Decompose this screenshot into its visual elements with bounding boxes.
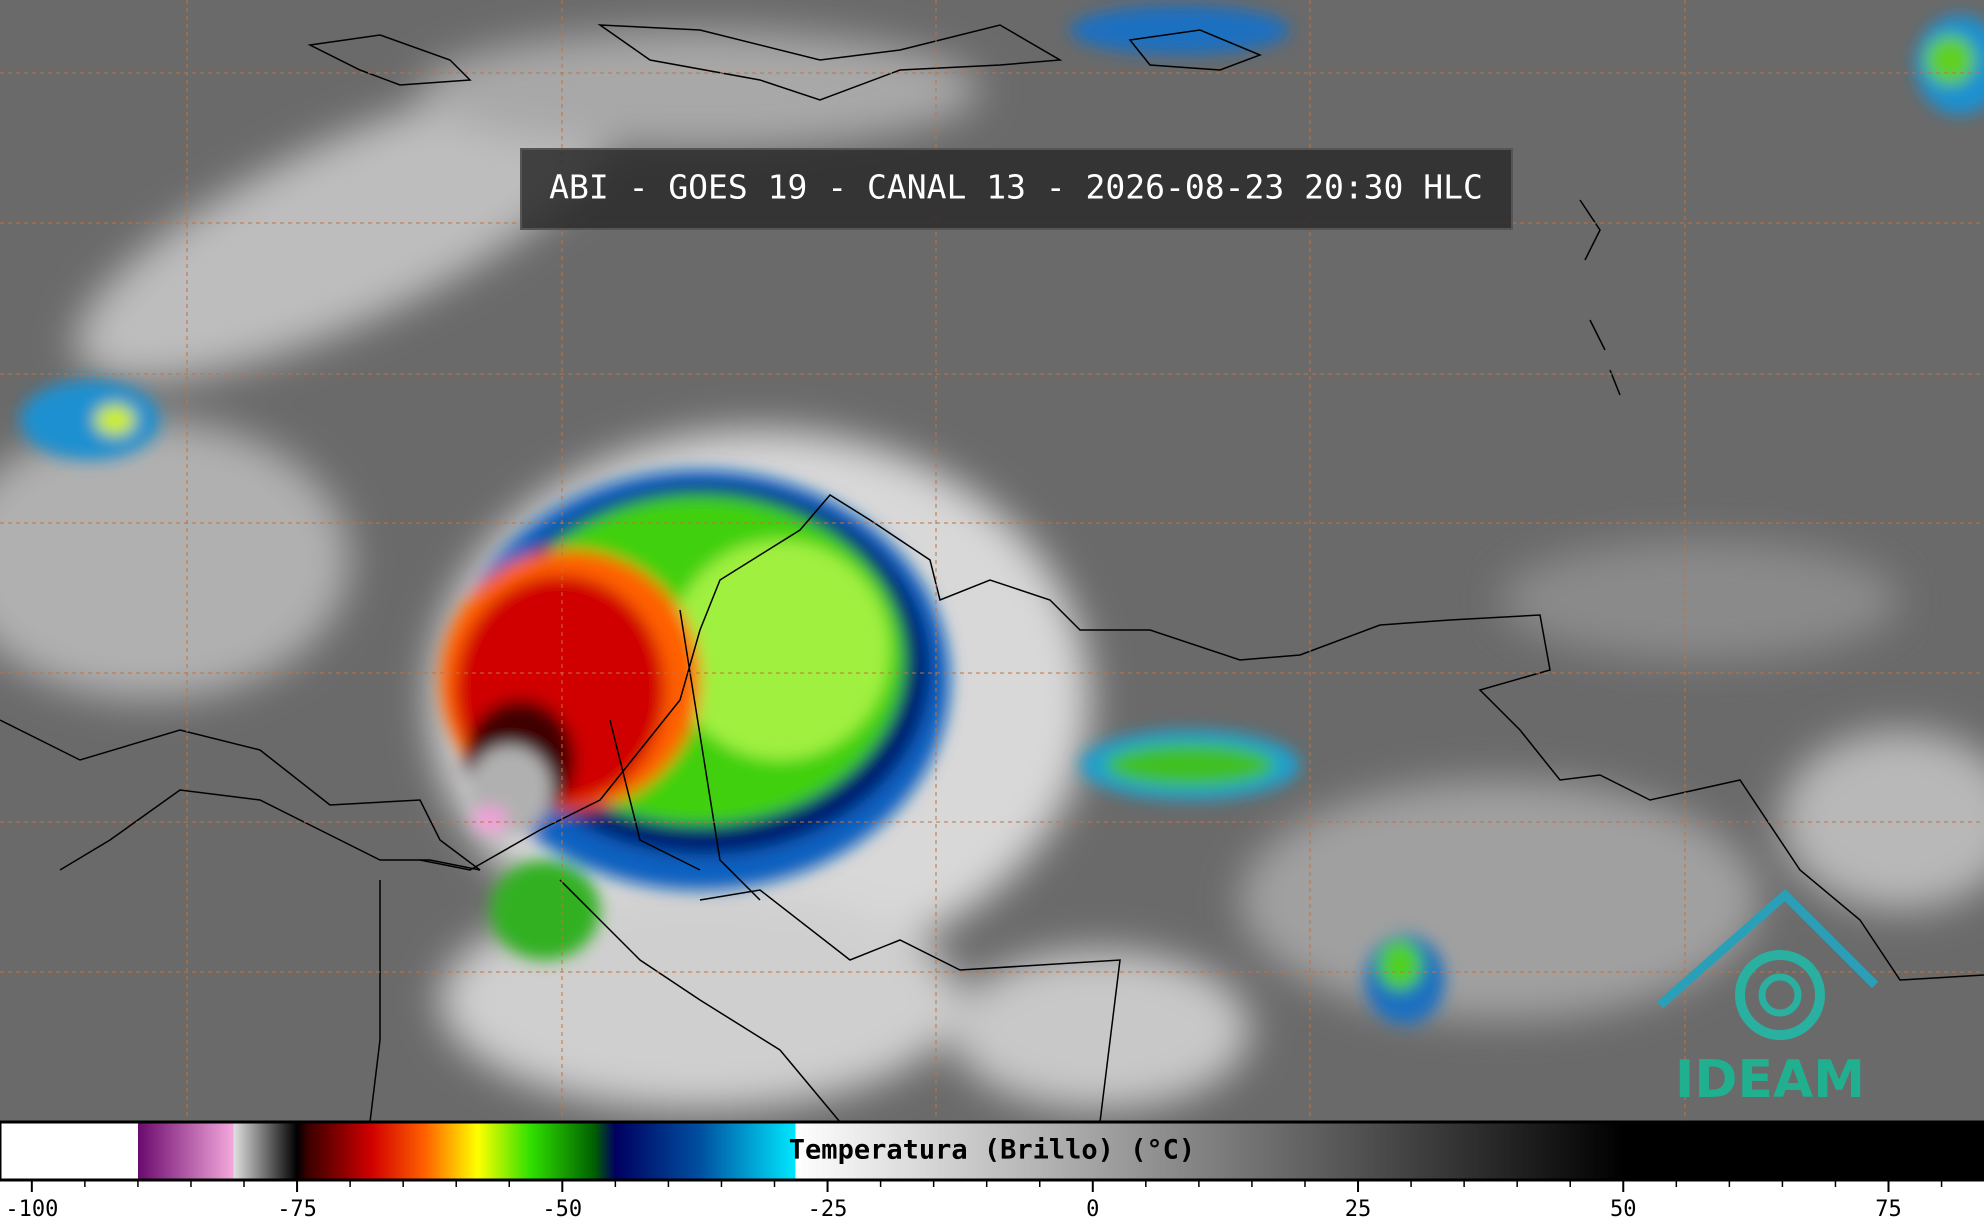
logo-mark <box>1758 973 1802 1017</box>
coastline <box>1128 29 1263 71</box>
cell <box>1378 940 1422 990</box>
coastline <box>597 24 1063 101</box>
tick-label: -25 <box>808 1197 848 1222</box>
cell <box>20 380 160 460</box>
cell <box>1105 743 1275 787</box>
colorbar <box>0 1120 1984 1182</box>
coastline <box>419 494 1984 981</box>
coastlines <box>0 24 1984 1123</box>
border <box>369 609 1121 1123</box>
cell <box>1925 35 1975 85</box>
cloud <box>1780 730 1984 910</box>
storm <box>440 470 950 960</box>
tick-label: 50 <box>1610 1197 1637 1222</box>
storm-layer <box>670 540 890 760</box>
title-box <box>520 148 1513 230</box>
tick-label: 0 <box>1086 1197 1099 1222</box>
tick-label: 25 <box>1345 1197 1372 1222</box>
logo: IDEAM <box>1657 888 1879 1110</box>
cell <box>95 405 135 435</box>
colorbar-label: Temperatura (Brillo) (°C) <box>789 1135 1195 1166</box>
tick-label: -50 <box>542 1197 582 1222</box>
logo-mark <box>1657 888 1879 1009</box>
coastline <box>307 34 472 86</box>
storm-core <box>472 806 508 834</box>
logo-text: IDEAM <box>1675 1050 1865 1110</box>
tick-label: -75 <box>277 1197 317 1222</box>
logo-mark <box>1735 950 1825 1040</box>
cloud <box>0 420 350 700</box>
convective-cells <box>20 5 1984 1025</box>
coastline <box>0 719 481 871</box>
colorbar-axis: -100 -75 -50 -25 0 25 50 75 <box>5 1180 1943 1222</box>
cloud <box>950 950 1250 1110</box>
cell <box>1070 5 1290 55</box>
cloud <box>75 79 625 381</box>
title: ABI - GOES 19 - CANAL 13 - 2026-08-23 20… <box>549 168 1483 207</box>
cloud <box>1500 540 1900 660</box>
tick-label: 75 <box>1875 1197 1902 1222</box>
tick-label: -100 <box>5 1197 58 1222</box>
storm-layer <box>490 860 600 960</box>
cloud <box>420 30 980 150</box>
